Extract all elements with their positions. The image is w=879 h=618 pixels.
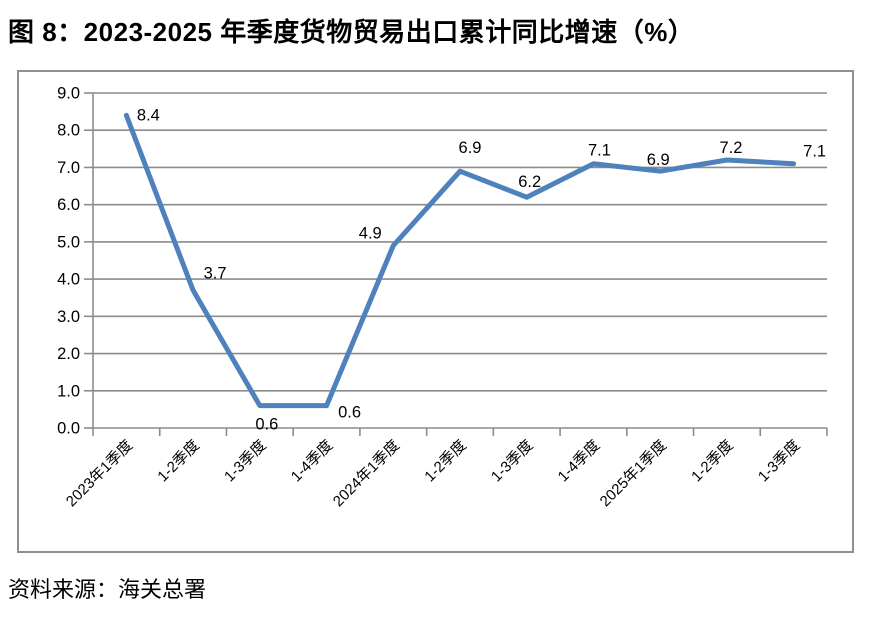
y-tick-label: 9.0 bbox=[57, 85, 80, 103]
data-label: 6.2 bbox=[518, 173, 541, 191]
y-tick-label: 5.0 bbox=[57, 233, 80, 251]
x-tick-label: 1-2季度 bbox=[154, 437, 203, 486]
data-label: 8.4 bbox=[137, 106, 160, 124]
x-tick-label: 1-3季度 bbox=[488, 437, 537, 486]
y-tick-label: 6.0 bbox=[57, 196, 80, 214]
x-tick-label: 1-3季度 bbox=[755, 437, 804, 486]
data-label: 4.9 bbox=[359, 225, 382, 243]
figure-title: 图 8：2023-2025 年季度货物贸易出口累计同比增速（%） bbox=[8, 17, 695, 47]
data-label: 6.9 bbox=[647, 151, 670, 169]
series-line bbox=[123, 112, 797, 409]
y-tick-label: 7.0 bbox=[57, 159, 80, 177]
x-tick-label: 1-4季度 bbox=[288, 437, 337, 486]
y-tick-label: 1.0 bbox=[57, 382, 80, 400]
y-tick-label: 0.0 bbox=[57, 420, 80, 438]
x-tick-label: 1-2季度 bbox=[421, 437, 470, 486]
data-label: 7.1 bbox=[803, 143, 826, 161]
data-label: 7.1 bbox=[588, 142, 611, 160]
x-tick-label: 2023年1季度 bbox=[63, 437, 136, 510]
x-tick-label: 2025年1季度 bbox=[597, 437, 670, 510]
data-label: 0.6 bbox=[255, 416, 278, 434]
data-label: 0.6 bbox=[338, 404, 361, 422]
y-tick-label: 2.0 bbox=[57, 345, 80, 363]
data-label: 3.7 bbox=[204, 264, 227, 282]
y-tick-label: 3.0 bbox=[57, 308, 80, 326]
data-label: 6.9 bbox=[459, 139, 482, 157]
x-tick-label: 2024年1季度 bbox=[330, 437, 403, 510]
y-tick-label: 8.0 bbox=[57, 122, 80, 140]
chart-frame-border bbox=[17, 70, 854, 553]
source-note: 资料来源：海关总署 bbox=[8, 577, 207, 602]
line-chart-svg: 0.0 1.0 2.0 3.0 4.0 5.0 6.0 7.0 8.0 9.0 2023年1季度 1-… bbox=[17, 70, 854, 553]
y-tick-label: 4.0 bbox=[57, 271, 80, 289]
x-tick-label: 1-4季度 bbox=[555, 437, 604, 486]
x-tick-label: 1-2季度 bbox=[688, 437, 737, 486]
data-label: 7.2 bbox=[719, 139, 742, 157]
x-tick-label: 1-3季度 bbox=[221, 437, 270, 486]
